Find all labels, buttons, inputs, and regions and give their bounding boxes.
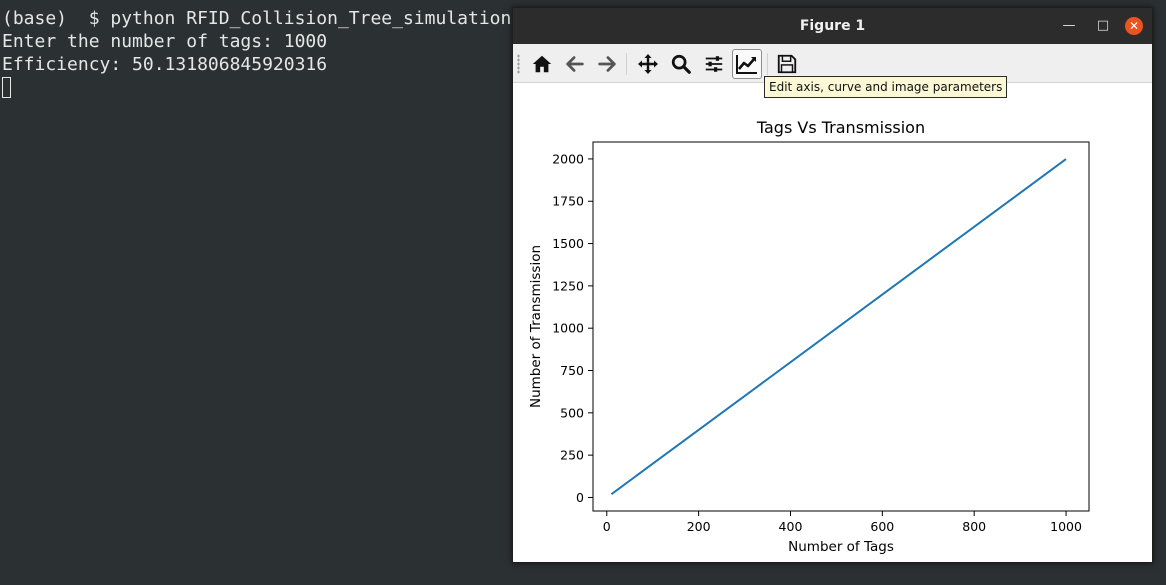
close-button[interactable]: ✕ bbox=[1125, 17, 1143, 35]
line-chart: Tags Vs Transmission 0 200 400 600 800 1000 0 25… bbox=[528, 118, 1090, 555]
minimize-button[interactable]: — bbox=[1062, 18, 1076, 33]
forward-button[interactable] bbox=[592, 49, 622, 79]
toolbar-grip[interactable] bbox=[517, 54, 520, 74]
x-tick-label: 600 bbox=[870, 519, 894, 534]
home-icon bbox=[532, 55, 552, 73]
y-tick-label: 2000 bbox=[552, 151, 584, 166]
x-tick-label: 200 bbox=[687, 519, 711, 534]
toolbar-separator bbox=[626, 53, 627, 75]
terminal-cursor bbox=[2, 77, 11, 98]
y-tick-label: 1250 bbox=[552, 278, 584, 293]
series-line bbox=[610, 158, 1067, 496]
save-icon bbox=[777, 54, 797, 74]
window-titlebar[interactable]: Figure 1 — □ ✕ bbox=[513, 8, 1152, 44]
terminal-output-line: Efficiency: 50.131806845920316 bbox=[2, 54, 328, 75]
axes-frame bbox=[592, 141, 1090, 512]
maximize-button[interactable]: □ bbox=[1096, 18, 1110, 33]
y-tick-label: 250 bbox=[560, 448, 584, 463]
x-tick-label: 0 bbox=[603, 519, 611, 534]
y-tick-label: 500 bbox=[560, 405, 584, 420]
back-arrow-icon bbox=[566, 56, 584, 72]
terminal-command-line: (base) $ python RFID_Collision_Tree_simu… bbox=[2, 8, 544, 29]
configure-subplots-button[interactable] bbox=[699, 49, 729, 79]
tooltip: Edit axis, curve and image parameters bbox=[764, 76, 1008, 98]
toolbar-separator bbox=[767, 53, 768, 75]
y-tick-label: 1500 bbox=[552, 236, 584, 251]
x-tick-label: 1000 bbox=[1050, 519, 1082, 534]
pan-button[interactable] bbox=[633, 49, 663, 79]
save-button[interactable] bbox=[772, 49, 802, 79]
forward-arrow-icon bbox=[598, 56, 616, 72]
y-axis-label: Number of Transmission bbox=[528, 245, 544, 408]
y-tick-label: 1750 bbox=[552, 194, 584, 209]
figure-window: Figure 1 — □ ✕ bbox=[512, 7, 1153, 563]
y-tick-label: 750 bbox=[560, 363, 584, 378]
pan-icon bbox=[638, 54, 658, 74]
x-axis-label: Number of Tags bbox=[788, 539, 894, 555]
zoom-button[interactable] bbox=[666, 49, 696, 79]
terminal-input-line: Enter the number of tags: 1000 bbox=[2, 31, 328, 52]
plot-canvas[interactable]: Tags Vs Transmission 0 200 400 600 800 1000 0 25… bbox=[513, 83, 1152, 562]
configure-subplots-icon bbox=[705, 56, 723, 72]
home-button[interactable] bbox=[527, 49, 557, 79]
edit-axis-button[interactable] bbox=[732, 49, 762, 79]
back-button[interactable] bbox=[560, 49, 590, 79]
x-tick-label: 400 bbox=[779, 519, 803, 534]
chart-title: Tags Vs Transmission bbox=[756, 118, 925, 137]
y-tick-label: 0 bbox=[576, 490, 584, 505]
y-tick-label: 1000 bbox=[552, 321, 584, 336]
zoom-icon bbox=[671, 54, 691, 74]
edit-axis-icon bbox=[736, 55, 757, 74]
window-title: Figure 1 bbox=[799, 18, 866, 34]
x-tick-label: 800 bbox=[962, 519, 986, 534]
